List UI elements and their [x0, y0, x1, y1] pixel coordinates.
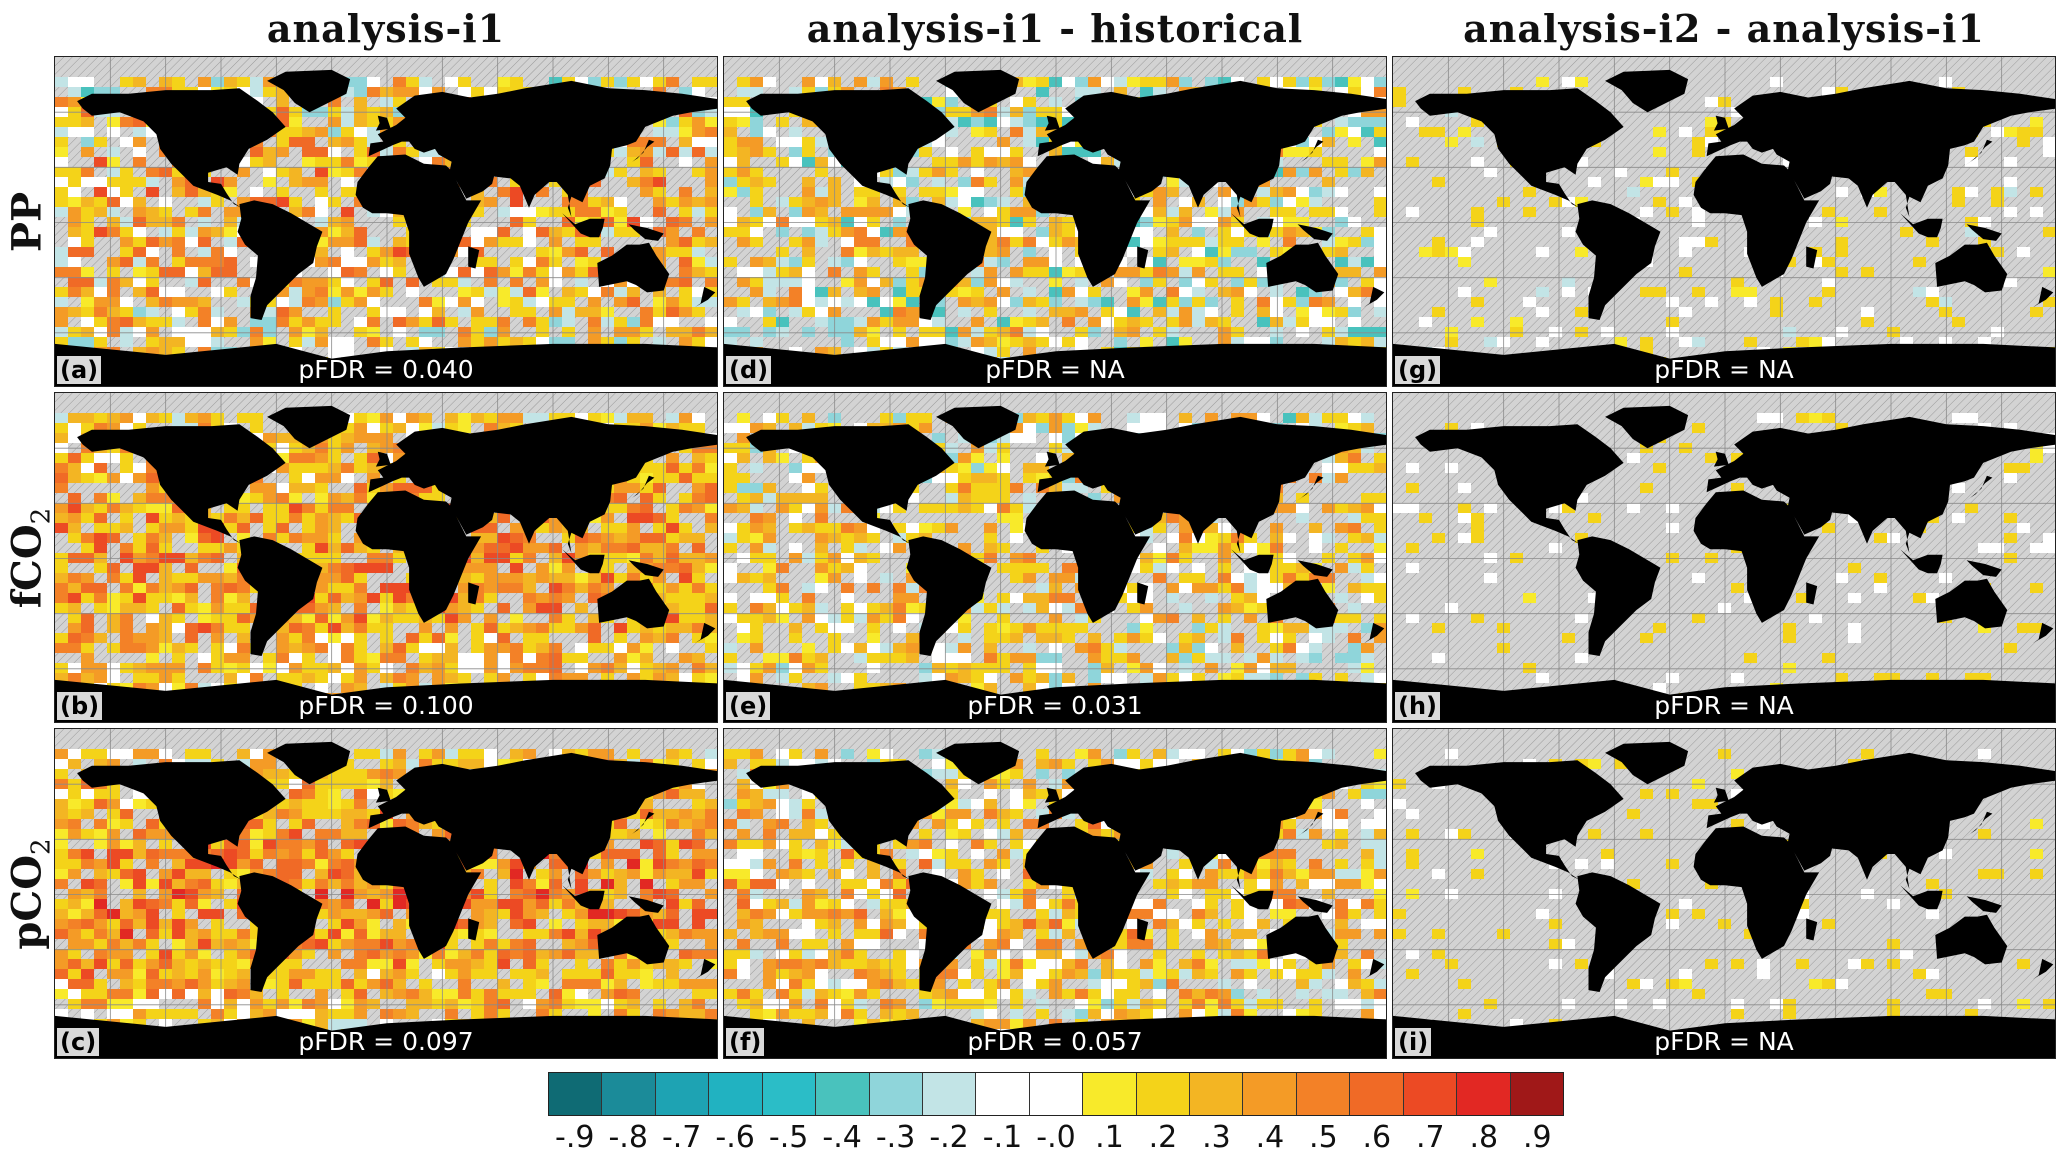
panel-label: (g): [1395, 356, 1441, 384]
pfdr-text: pFDR0.057: [724, 1027, 1386, 1056]
pfdr-text: pFDRNA: [724, 355, 1386, 384]
map-canvas: [1393, 729, 2055, 1058]
map-panel-i: (i) pFDRNA: [1392, 728, 2056, 1059]
land-masses: [724, 741, 1386, 1058]
colorbar-segment: [1350, 1073, 1404, 1115]
row-title-pco2: pCO2: [3, 837, 57, 950]
colorbar-segment: [816, 1073, 870, 1115]
map-panel-b: (b) pFDR0.100: [54, 392, 718, 723]
column-title-analysis-i1-historical: analysis-i1 - historical: [806, 6, 1304, 51]
colorbar-segment: [1029, 1073, 1084, 1115]
colorbar-tick-label: -.7: [661, 1120, 702, 1155]
map-panel-d: (d) pFDRNA: [723, 56, 1387, 387]
map-panel-g: (g) pFDRNA: [1392, 56, 2056, 387]
colorbar-segment: [655, 1073, 710, 1115]
colorbar-tick-label: .2: [1148, 1120, 1178, 1155]
panel-label: (c): [57, 1028, 100, 1056]
colorbar-tick-label: .8: [1469, 1120, 1499, 1155]
map-panel-a: (a) pFDR0.040: [54, 56, 718, 387]
column-title-analysis-i1: analysis-i1: [266, 6, 506, 51]
colorbar-segment: [1457, 1073, 1511, 1115]
colorbar-segment: [1510, 1073, 1564, 1115]
colorbar-tick-label: -.5: [768, 1120, 809, 1155]
land-masses: [1393, 405, 2055, 722]
pfdr-text: pFDRNA: [1393, 355, 2055, 384]
land-masses: [724, 69, 1386, 386]
colorbar-tick-label: -.9: [555, 1120, 595, 1155]
panel-label: (h): [1395, 692, 1441, 720]
panel-label: (e): [726, 692, 771, 720]
colorbar-segment: [976, 1073, 1030, 1115]
pfdr-text: pFDR0.031: [724, 691, 1386, 720]
column-title-analysis-i2-analysis-i1: analysis-i2 - analysis-i1: [1463, 6, 1985, 51]
colorbar-tick-label: .6: [1362, 1120, 1392, 1155]
colorbar-tick-label: .7: [1416, 1120, 1445, 1155]
pfdr-text: pFDR0.100: [55, 691, 717, 720]
colorbar: [548, 1072, 1564, 1116]
colorbar-tick-label: .4: [1255, 1120, 1285, 1155]
colorbar-tick-label: .1: [1095, 1120, 1124, 1155]
colorbar-segment: [709, 1073, 763, 1115]
colorbar-tick-label: .5: [1309, 1120, 1338, 1155]
colorbar-segment: [1296, 1073, 1351, 1115]
colorbar-tick-label: -.4: [822, 1120, 862, 1155]
panel-label: (b): [57, 692, 103, 720]
colorbar-tick-label: -.6: [715, 1120, 755, 1155]
row-title-pp: PP: [3, 191, 51, 252]
colorbar-tick-label: .3: [1202, 1120, 1231, 1155]
row-title-fco2: fCO2: [3, 507, 57, 608]
map-panel-e: (e) pFDR0.031: [723, 392, 1387, 723]
anomaly-cells: [1393, 77, 2055, 386]
map-canvas: [55, 729, 717, 1058]
panel-label: (a): [57, 356, 102, 384]
colorbar-tick-label: .9: [1522, 1120, 1552, 1155]
colorbar-segment: [549, 1073, 603, 1115]
map-canvas: [724, 729, 1386, 1058]
land-masses: [55, 69, 717, 386]
colorbar-tick-labels: -.9 -.8 -.7 -.6 -.5 -.4 -.3 -.2 -.1 -.0 .1 .2 .3 .4 .5…: [548, 1120, 1564, 1160]
colorbar-segment: [1403, 1073, 1458, 1115]
panel-label: (d): [726, 356, 772, 384]
land-masses: [55, 741, 717, 1058]
land-masses: [1393, 69, 2055, 386]
colorbar-tick-label: -.1: [982, 1120, 1023, 1155]
map-canvas: [724, 57, 1386, 386]
colorbar-segment: [762, 1073, 817, 1115]
map-panel-f: (f) pFDR0.057: [723, 728, 1387, 1059]
colorbar-tick-label: -.2: [929, 1120, 969, 1155]
colorbar-tick-label: -.0: [1036, 1120, 1076, 1155]
panel-label: (f): [726, 1028, 765, 1056]
map-canvas: [1393, 393, 2055, 722]
colorbar-segment: [1243, 1073, 1297, 1115]
map-canvas: [1393, 57, 2055, 386]
pfdr-text: pFDRNA: [1393, 691, 2055, 720]
colorbar-segment: [1136, 1073, 1191, 1115]
colorbar-tick-label: -.3: [875, 1120, 916, 1155]
colorbar-segment: [1190, 1073, 1244, 1115]
colorbar-segment: [869, 1073, 923, 1115]
land-masses: [55, 405, 717, 722]
land-masses: [724, 405, 1386, 722]
panel-label: (i): [1395, 1028, 1432, 1056]
colorbar-segment: [922, 1073, 977, 1115]
pfdr-text: pFDR0.040: [55, 355, 717, 384]
map-panel-c: (c) pFDR0.097: [54, 728, 718, 1059]
map-canvas: [55, 393, 717, 722]
map-canvas: [55, 57, 717, 386]
pfdr-text: pFDRNA: [1393, 1027, 2055, 1056]
colorbar-segment: [1083, 1073, 1137, 1115]
land-masses: [1393, 741, 2055, 1058]
pfdr-text: pFDR0.097: [55, 1027, 717, 1056]
map-panel-h: (h) pFDRNA: [1392, 392, 2056, 723]
map-canvas: [724, 393, 1386, 722]
colorbar-segment: [602, 1073, 656, 1115]
colorbar-tick-label: -.8: [608, 1120, 648, 1155]
